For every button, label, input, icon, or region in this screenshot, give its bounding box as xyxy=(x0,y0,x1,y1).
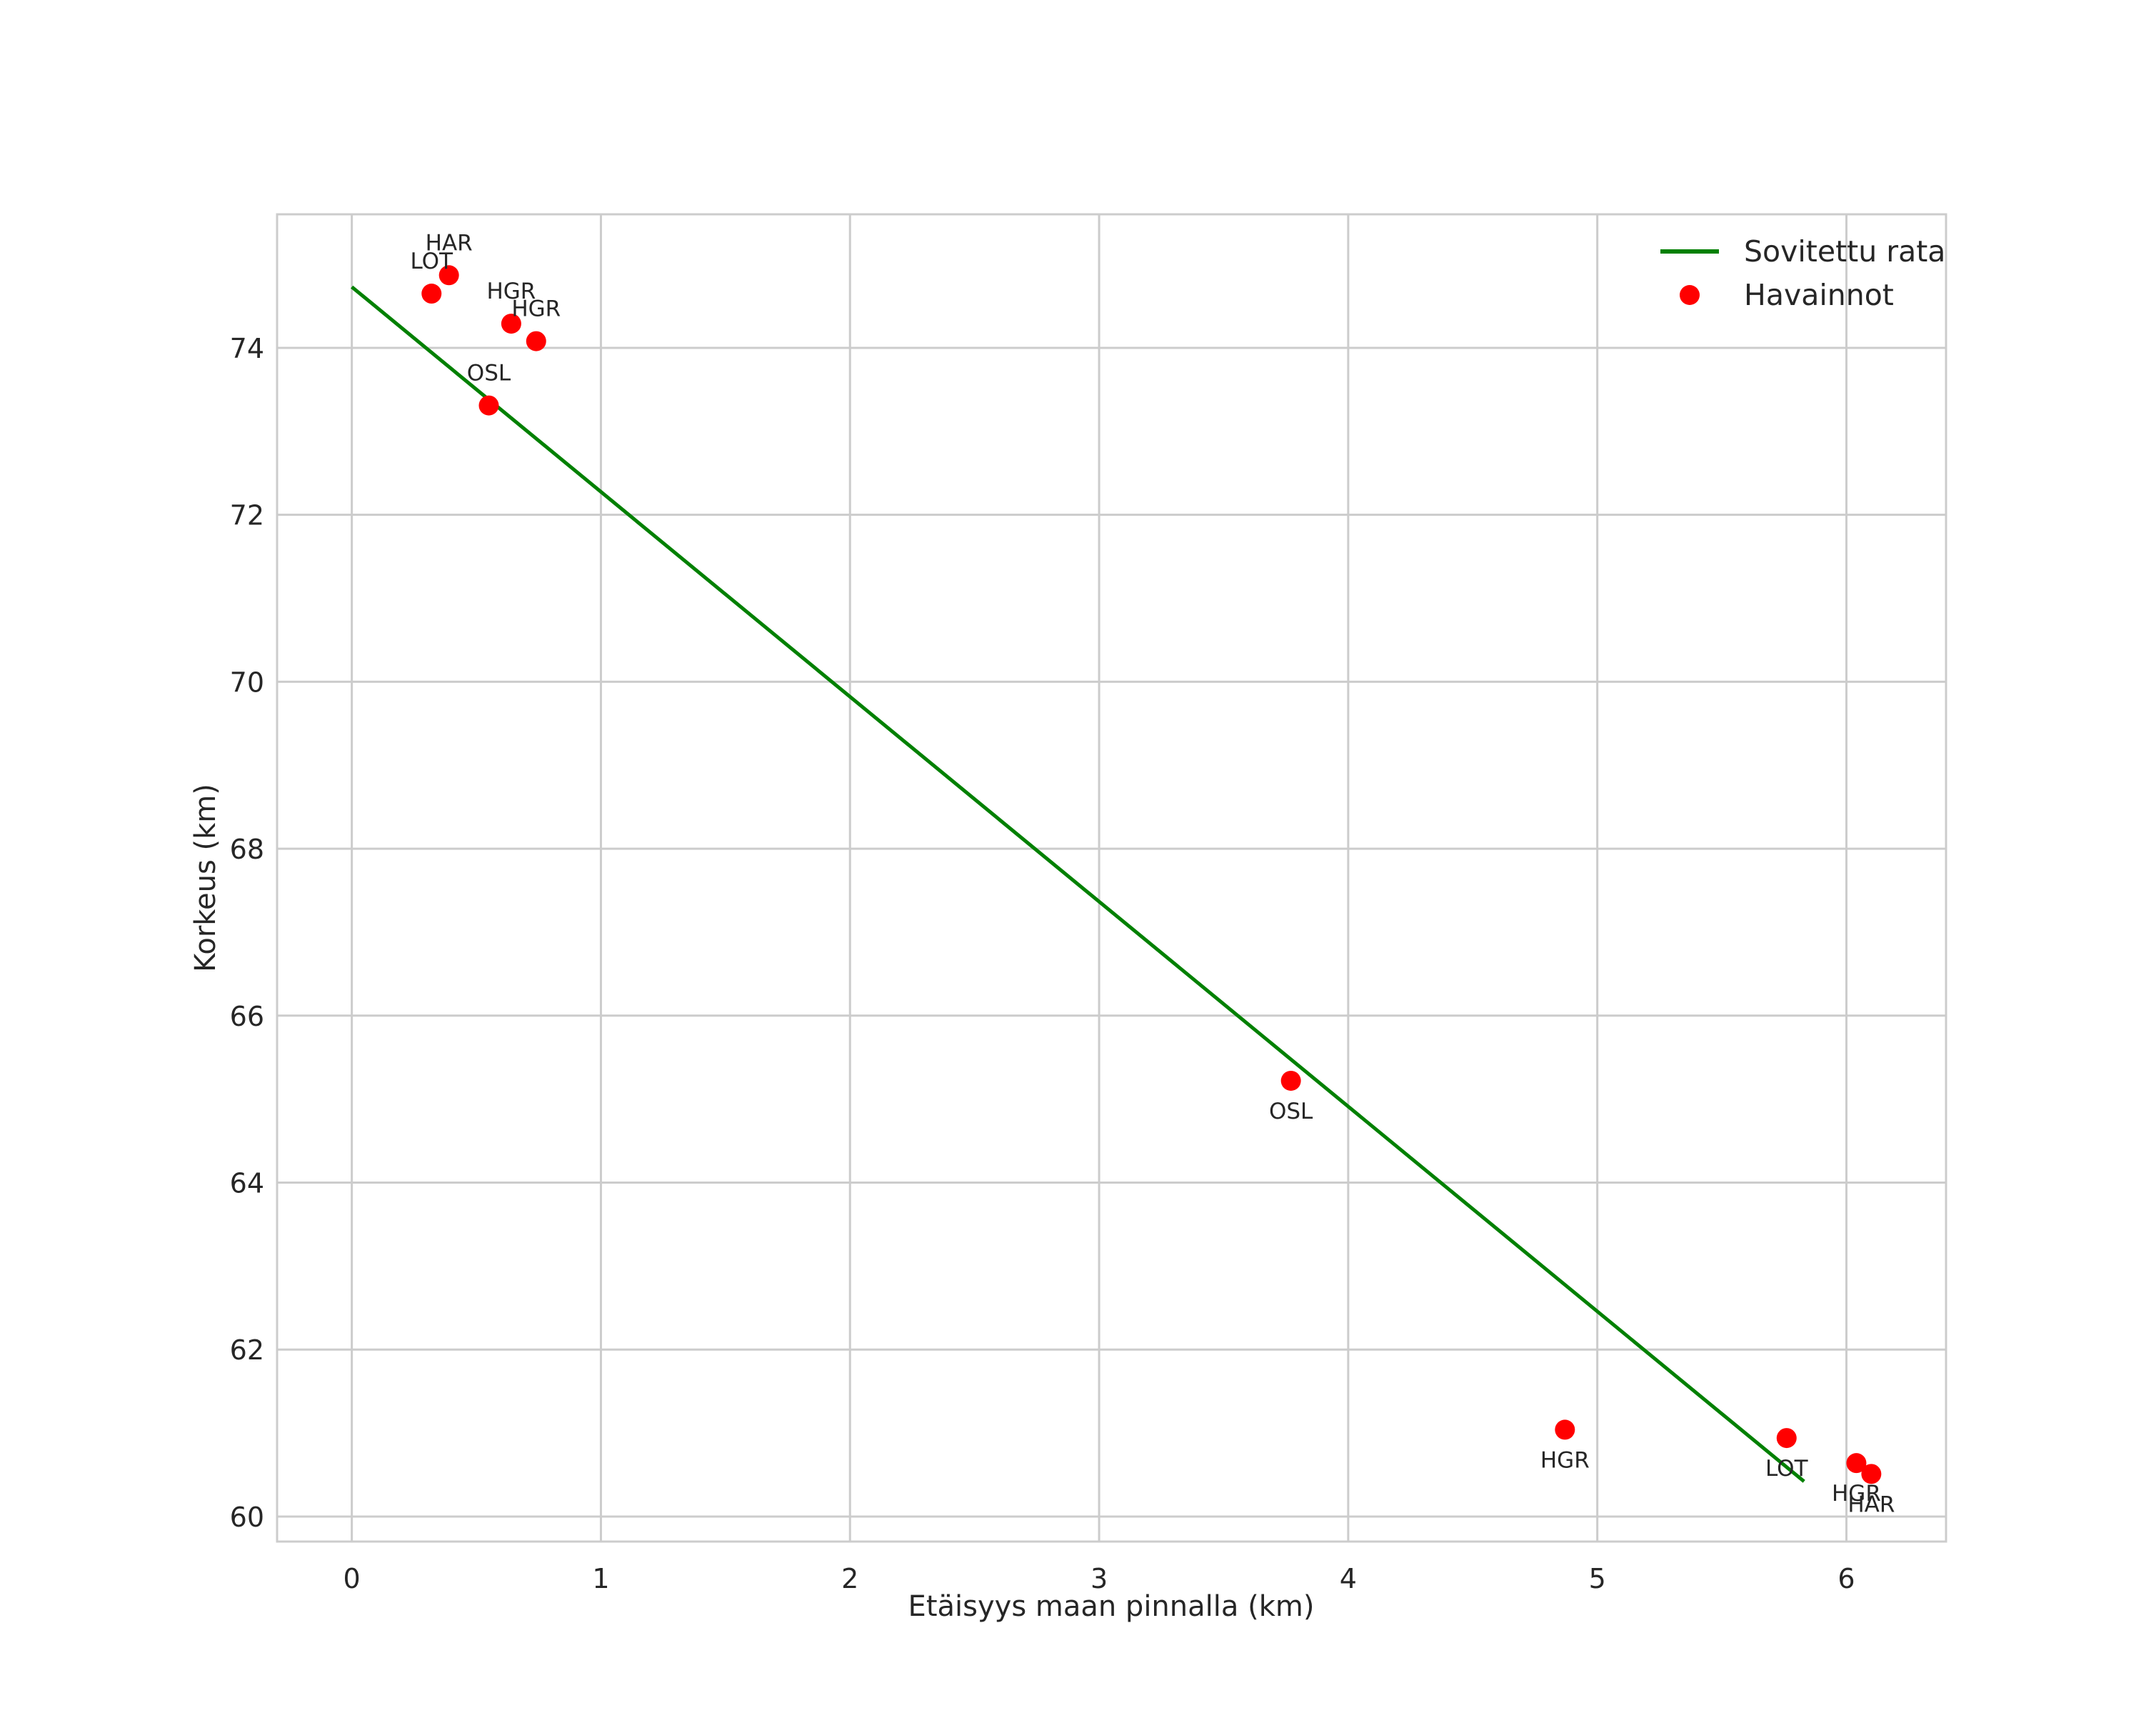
y-tick-label: 70 xyxy=(230,666,264,698)
legend-label-observations: Havainnot xyxy=(1744,278,1894,312)
plot-frame xyxy=(276,213,1947,1543)
fitted-track-line xyxy=(351,285,1805,1483)
observation-label: HGR xyxy=(1540,1447,1590,1473)
observation-label: OSL xyxy=(1269,1099,1313,1124)
y-tick-label: 62 xyxy=(230,1334,264,1366)
observation-point xyxy=(478,395,499,416)
observation-label: LOT xyxy=(411,249,454,274)
observation-point xyxy=(1555,1419,1575,1440)
legend-point-swatch xyxy=(1680,285,1700,305)
y-tick-label: 74 xyxy=(230,333,264,364)
x-axis-label: Etäisyys maan pinnalla (km) xyxy=(908,1590,1315,1623)
observation-point xyxy=(1861,1464,1882,1484)
observation-label: HGR xyxy=(511,296,561,322)
observation-label: HAR xyxy=(426,230,473,256)
y-tick-label: 72 xyxy=(230,500,264,531)
x-tick-label: 3 xyxy=(1090,1563,1108,1594)
x-tick-label: 0 xyxy=(344,1563,361,1594)
y-tick-label: 64 xyxy=(230,1168,264,1199)
observation-label: LOT xyxy=(1765,1456,1809,1482)
grid xyxy=(277,214,1946,1542)
observation-point xyxy=(1846,1453,1867,1474)
observation-label: OSL xyxy=(467,361,511,386)
x-tick-label: 2 xyxy=(841,1563,858,1594)
observation-point xyxy=(421,284,442,304)
x-tick-label: 6 xyxy=(1837,1563,1855,1594)
legend: Sovitettu rata Havainnot xyxy=(1660,234,1945,312)
x-axis-ticks: 0 1 2 3 4 5 6 xyxy=(344,1563,1855,1594)
observation-point xyxy=(1280,1070,1301,1091)
y-tick-label: 68 xyxy=(230,834,264,865)
fitted-track-series xyxy=(351,285,1805,1483)
observation-label: HAR xyxy=(1847,1492,1895,1517)
observation-point xyxy=(438,265,459,286)
x-tick-label: 4 xyxy=(1340,1563,1357,1594)
y-axis-ticks: 60 62 64 66 68 70 72 74 xyxy=(230,333,264,1533)
observation-point xyxy=(526,331,546,351)
observation-point xyxy=(501,314,521,334)
y-tick-label: 66 xyxy=(230,1001,264,1032)
legend-label-fitted-track: Sovitettu rata xyxy=(1744,234,1945,269)
y-axis-label: Korkeus (km) xyxy=(189,784,222,972)
observation-label: HGR xyxy=(486,279,536,304)
x-tick-label: 5 xyxy=(1589,1563,1606,1594)
observation-point xyxy=(1776,1428,1797,1449)
x-tick-label: 1 xyxy=(592,1563,609,1594)
observation-label: HGR xyxy=(1832,1481,1881,1507)
y-tick-label: 60 xyxy=(230,1502,264,1533)
